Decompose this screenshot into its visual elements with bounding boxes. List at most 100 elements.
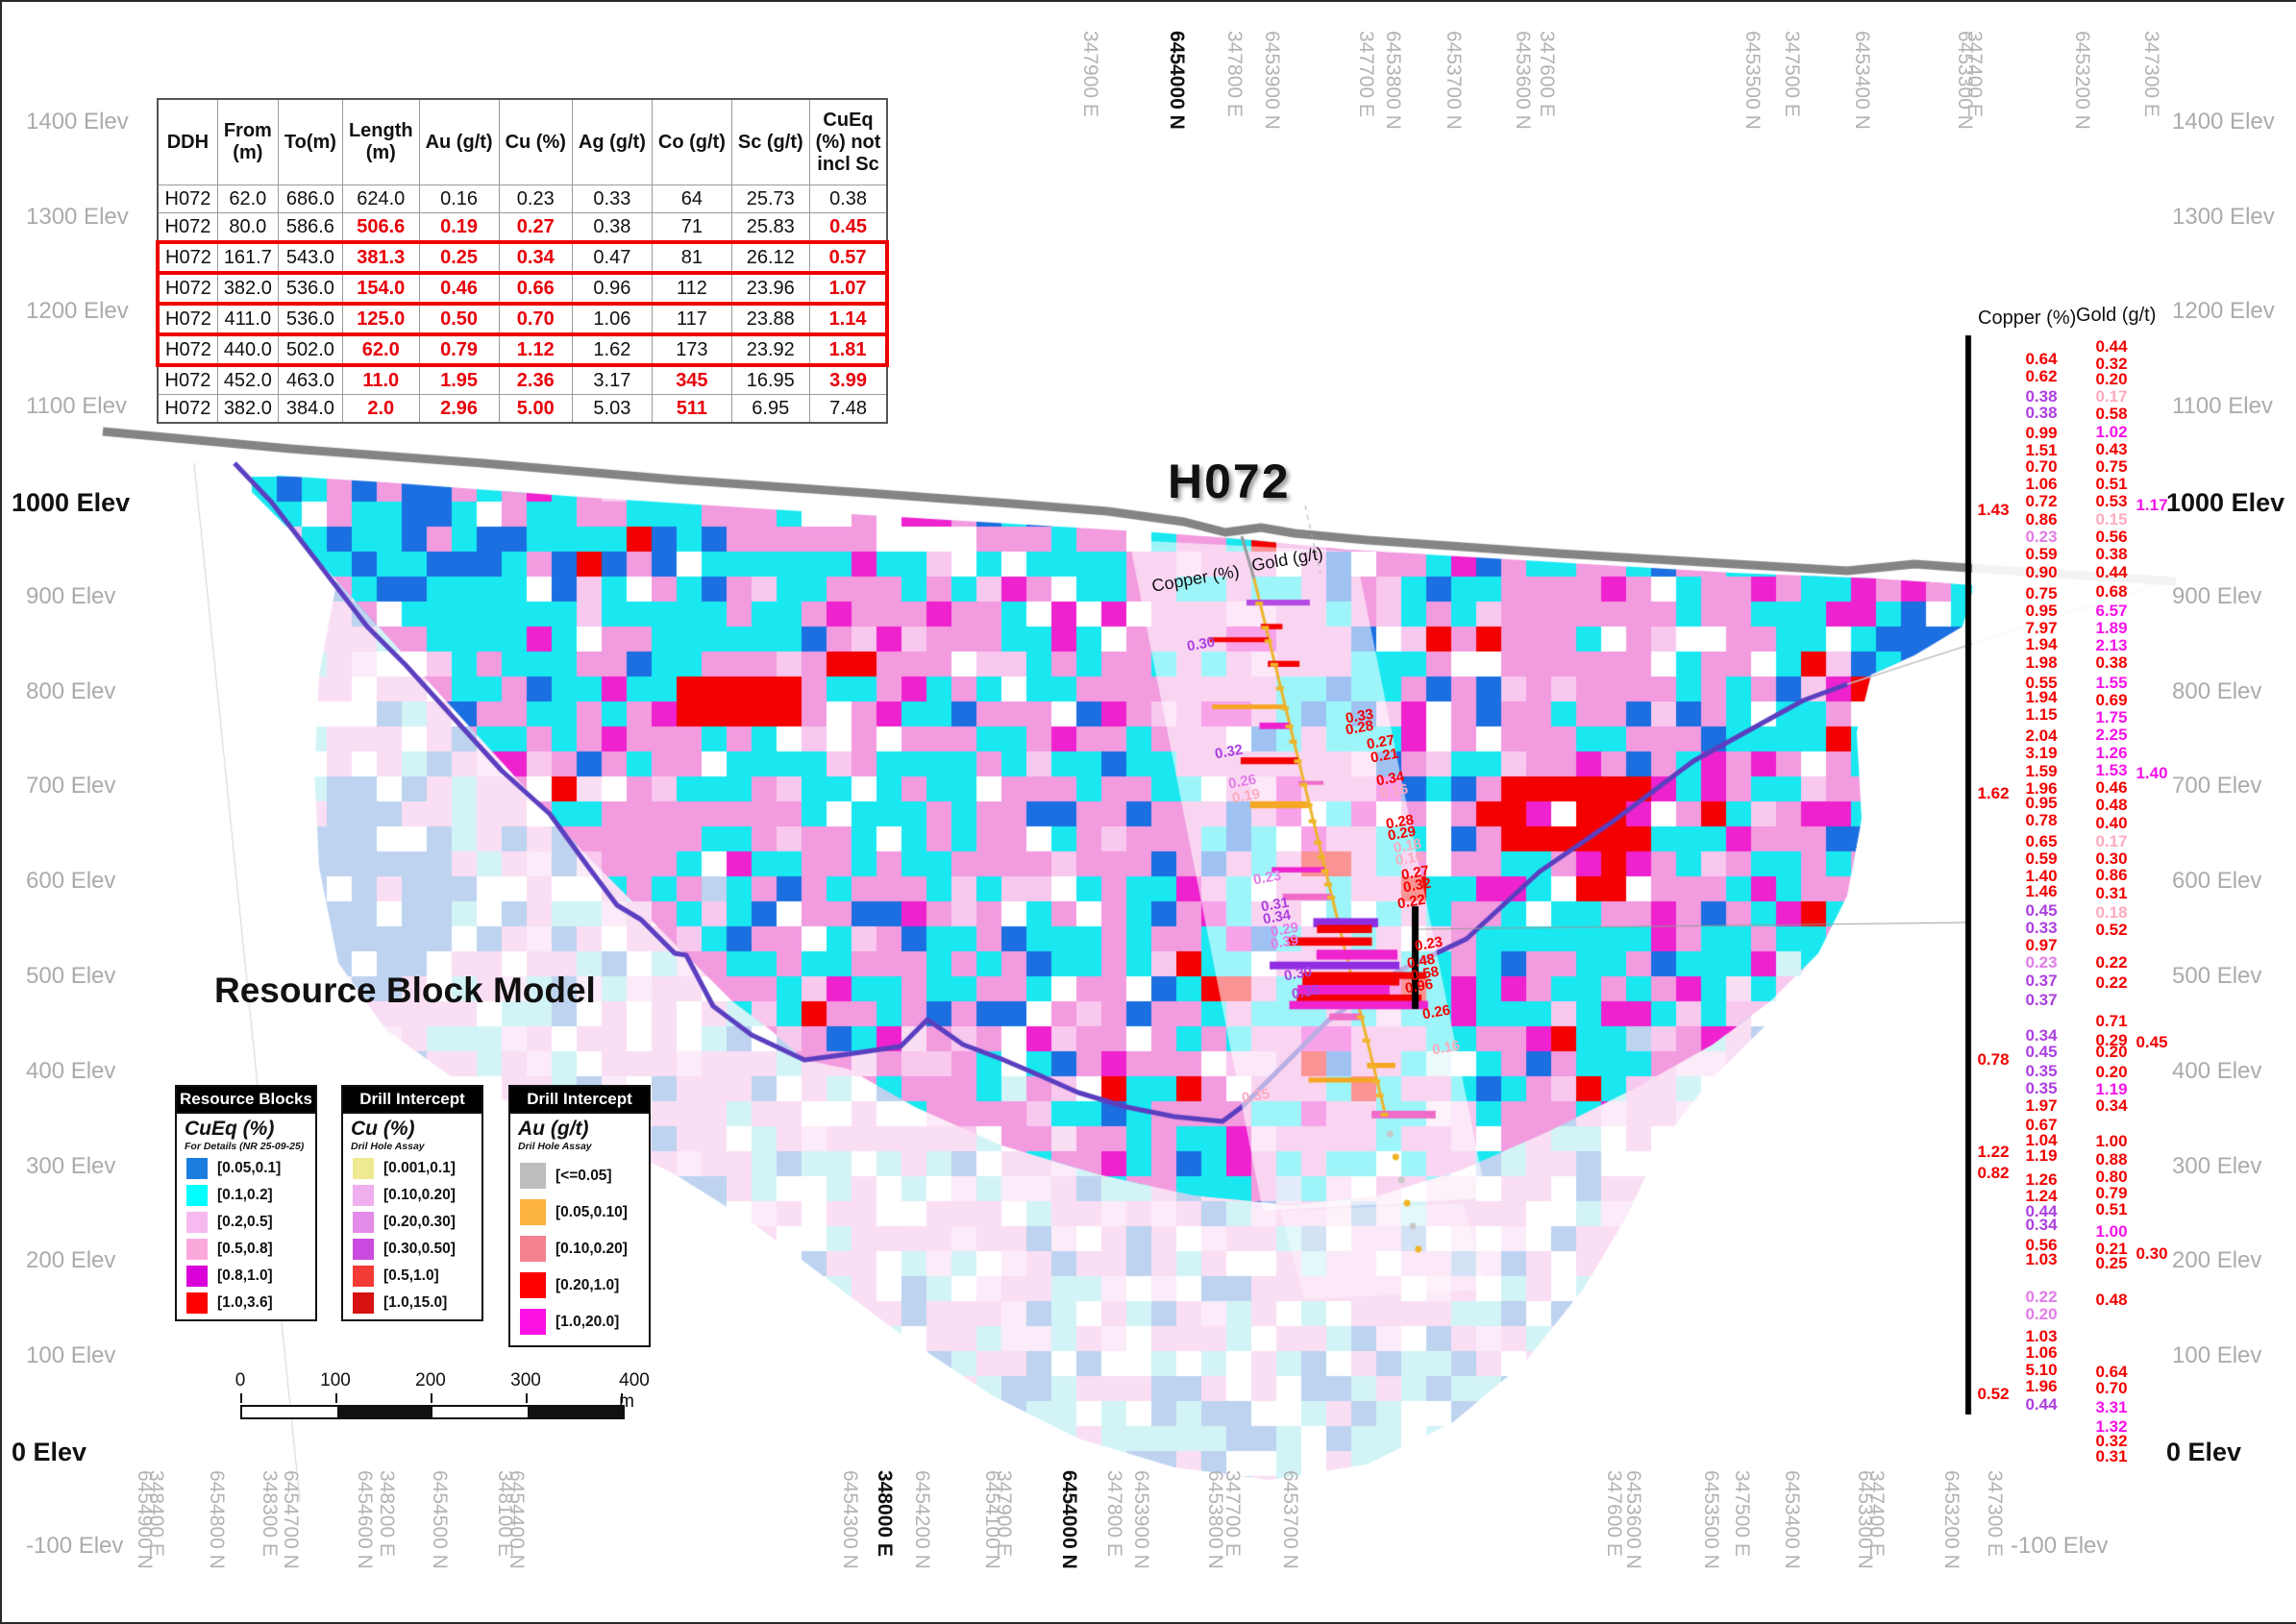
- assay-value: 0.31: [2095, 1447, 2128, 1465]
- assay-value: 0.32: [2095, 355, 2128, 373]
- table-cell: 3.17: [571, 364, 653, 395]
- assay-value: 0.44: [2095, 563, 2128, 581]
- table-cell: 0.33: [571, 185, 653, 213]
- assay-value: 6.57: [2095, 602, 2128, 620]
- assay-value: 0.56: [2095, 528, 2128, 546]
- legend-swatch: [353, 1212, 374, 1233]
- assay-value: 0.20: [2095, 370, 2128, 388]
- coordinate-label: 6454600 N: [354, 1470, 376, 1569]
- table-cell: 0.57: [808, 240, 890, 275]
- assay-value: 1.46: [2025, 882, 2058, 900]
- table-cell: 1.62: [571, 332, 653, 367]
- assay-value: 0.82: [1977, 1164, 2010, 1182]
- table-cell: 26.12: [730, 240, 810, 275]
- assay-value: 1.04: [2025, 1131, 2058, 1149]
- assay-value: 0.80: [2095, 1168, 2128, 1186]
- coordinate-label: 347400 E: [1963, 31, 1986, 117]
- assay-value: 0.90: [2025, 563, 2058, 581]
- assay-value: 1.62: [1977, 784, 2010, 802]
- assay-value: 1.59: [2025, 762, 2058, 780]
- assay-value: 0.95: [2025, 602, 2058, 620]
- coordinate-label: 6453200 N: [1940, 1470, 1963, 1569]
- coordinate-label: 6454800 N: [206, 1470, 228, 1569]
- elevation-label-right: 1400 Elev: [2172, 109, 2275, 135]
- assay-value: 1.43: [1977, 501, 2010, 519]
- assay-value: 0.99: [2025, 424, 2058, 442]
- table-header-cell: To(m): [277, 98, 343, 185]
- legend-title: CuEq (%): [185, 1118, 275, 1140]
- table-cell: 0.38: [808, 185, 888, 213]
- assay-value: 1.98: [2025, 653, 2058, 672]
- legend-item: [1.0,15.0]: [353, 1292, 476, 1314]
- assay-value: 1.00: [2095, 1132, 2128, 1150]
- assay-value: 0.25: [2095, 1254, 2128, 1272]
- coordinate-label: 6454300 N: [839, 1470, 861, 1569]
- assay-value: 0.75: [2025, 584, 2058, 603]
- legend-range-label: [0.30,0.50]: [383, 1241, 456, 1257]
- coordinate-label: 6453500 N: [1700, 1470, 1722, 1569]
- elevation-label-right: 700 Elev: [2172, 773, 2262, 799]
- assay-value: 0.32: [2095, 1432, 2128, 1450]
- coordinate-label: 347700 E: [1355, 31, 1377, 117]
- coordinate-label: 348200 E: [376, 1470, 398, 1557]
- assay-value: 0.59: [2025, 849, 2058, 868]
- elevation-label-right: 600 Elev: [2172, 868, 2262, 894]
- elevation-label-left: 700 Elev: [26, 773, 116, 799]
- assay-value: 0.51: [2095, 475, 2128, 493]
- table-header-cell: CuEq (%) not incl Sc: [808, 98, 888, 185]
- assay-value: 0.44: [2025, 1395, 2058, 1414]
- assay-value: 0.18: [2095, 903, 2128, 922]
- legend-title: Cu (%): [351, 1118, 415, 1140]
- legend-item: [1.0,3.6]: [186, 1292, 309, 1314]
- assay-value: 1.53: [2095, 761, 2128, 779]
- legend-swatch: [186, 1185, 208, 1206]
- assay-value: 0.78: [1977, 1050, 2010, 1069]
- legend-box: Resource Blocks CuEq (%) For Details (NR 2…: [175, 1085, 317, 1321]
- assay-value: 0.34: [2025, 1026, 2058, 1045]
- table-cell: 3.99: [808, 364, 888, 395]
- coordinate-label: 6454700 N: [280, 1470, 302, 1569]
- intercept-table-wrap: DDH From (m) To(m) Length (m) Au (g/t) Cu (%)…: [155, 98, 890, 424]
- assay-value: 0.68: [2095, 582, 2128, 601]
- legend-box: Drill Intercept Au (g/t) Dril Hole Assay [<…: [508, 1085, 651, 1347]
- elevation-label-right: 300 Elev: [2172, 1153, 2262, 1179]
- table-cell: 1.95: [418, 364, 500, 395]
- assay-value: 0.45: [2025, 901, 2058, 920]
- table-header-cell: Co (g/t): [651, 98, 732, 185]
- assay-value: 0.52: [2095, 921, 2128, 939]
- table-cell: 62.0: [341, 332, 420, 367]
- assay-value: 1.15: [2025, 705, 2058, 724]
- elevation-label-left: 400 Elev: [26, 1058, 116, 1084]
- elevation-label-right: 800 Elev: [2172, 678, 2262, 704]
- table-header-cell: Au (g/t): [418, 98, 500, 185]
- elevation-label-right: -100 Elev: [2011, 1533, 2109, 1559]
- coordinate-label: 6453400 N: [1851, 31, 1873, 130]
- assay-value: 0.34: [2095, 1096, 2128, 1115]
- coordinate-label: 6454400 N: [506, 1470, 528, 1569]
- coordinate-label: 6453700 N: [1279, 1470, 1301, 1569]
- elevation-label-left: 1100 Elev: [26, 393, 127, 419]
- legend-swatch: [353, 1266, 374, 1287]
- assay-value: 0.86: [2025, 510, 2058, 529]
- assay-value: 0.97: [2025, 936, 2058, 954]
- assay-value: 0.86: [2095, 866, 2128, 884]
- table-cell: 2.0: [341, 394, 420, 424]
- table-cell: 0.70: [498, 302, 573, 336]
- assay-value: 1.32: [2095, 1417, 2128, 1436]
- assay-value: 1.03: [2025, 1327, 2058, 1345]
- assay-value: 0.56: [2025, 1236, 2058, 1254]
- legend-swatch: [186, 1239, 208, 1260]
- scale-bar-tick: [335, 1393, 337, 1403]
- legend-swatch: [353, 1158, 374, 1179]
- legend-item: [0.2,0.5]: [186, 1212, 309, 1233]
- elevation-label-left: 300 Elev: [26, 1153, 116, 1179]
- table-cell: 1.14: [808, 302, 890, 336]
- assay-value: 0.44: [2095, 337, 2128, 356]
- table-cell: H072: [155, 240, 218, 275]
- elevation-label-right: 1300 Elev: [2172, 204, 2275, 230]
- assay-value: 0.22: [2095, 973, 2128, 992]
- coordinate-label: 6454500 N: [429, 1470, 451, 1569]
- table-cell: 502.0: [277, 332, 343, 367]
- assay-value: 0.44: [2025, 1202, 2058, 1220]
- assay-value: 1.96: [2025, 1377, 2058, 1395]
